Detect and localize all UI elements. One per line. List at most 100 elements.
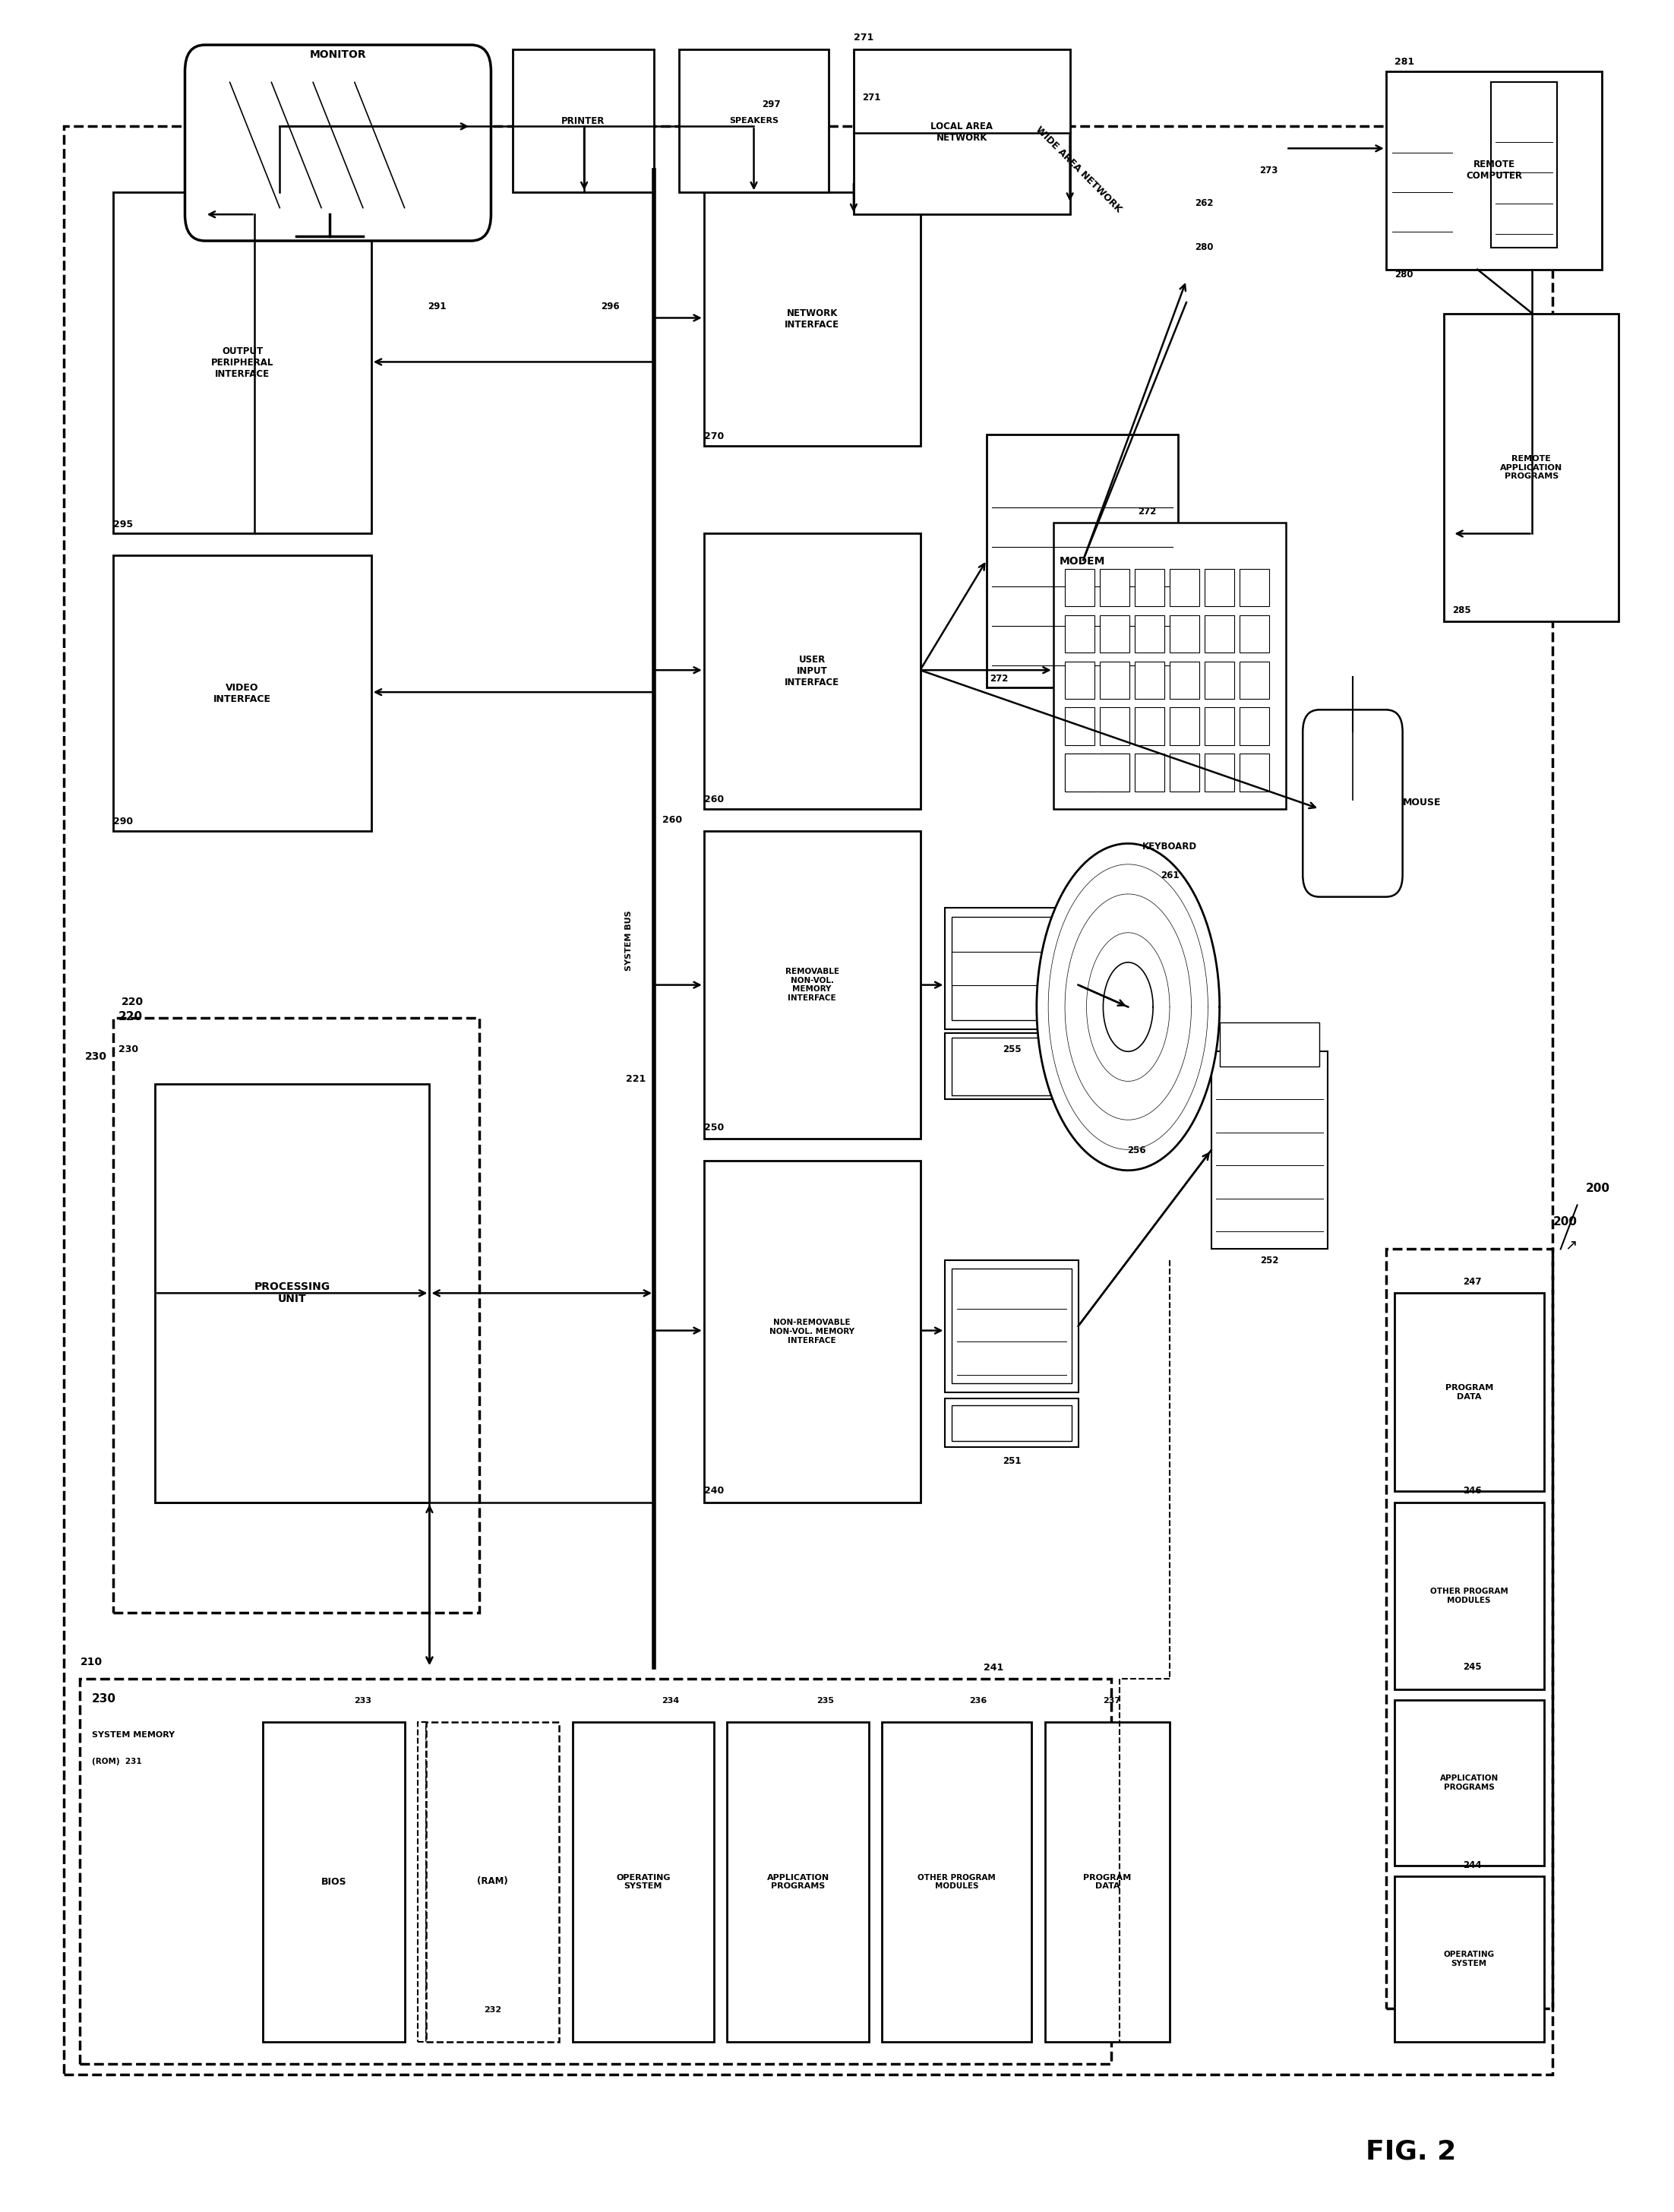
Text: 271: 271: [862, 93, 881, 102]
Text: 250: 250: [705, 1121, 723, 1133]
Text: REMOTE
APPLICATION
PROGRAMS: REMOTE APPLICATION PROGRAMS: [1500, 456, 1562, 480]
Text: 240: 240: [705, 1486, 723, 1495]
Bar: [1135, 568, 1165, 606]
Bar: [1100, 661, 1130, 699]
Text: 261: 261: [1160, 872, 1178, 880]
Bar: [1065, 568, 1095, 606]
Bar: [1053, 522, 1286, 810]
Bar: [1394, 1294, 1543, 1491]
Bar: [946, 1261, 1078, 1391]
FancyBboxPatch shape: [1302, 710, 1403, 896]
Bar: [156, 1084, 430, 1502]
Bar: [1065, 754, 1095, 792]
Bar: [1205, 754, 1234, 792]
Text: 281: 281: [1394, 58, 1415, 66]
Text: 262: 262: [1195, 199, 1214, 208]
Text: SYSTEM MEMORY: SYSTEM MEMORY: [92, 1732, 174, 1739]
Bar: [1170, 754, 1200, 792]
Text: 260: 260: [705, 794, 723, 805]
Text: PROGRAM
DATA: PROGRAM DATA: [1445, 1385, 1493, 1400]
Bar: [114, 192, 372, 533]
Bar: [1220, 1022, 1319, 1066]
Bar: [1135, 754, 1165, 792]
Bar: [1170, 661, 1200, 699]
Text: VIDEO
INTERFACE: VIDEO INTERFACE: [214, 684, 271, 703]
Text: NON-REMOVABLE
NON-VOL. MEMORY
INTERFACE: NON-REMOVABLE NON-VOL. MEMORY INTERFACE: [770, 1318, 855, 1345]
Bar: [1135, 615, 1165, 653]
Text: PRINTER: PRINTER: [561, 115, 604, 126]
Text: 233: 233: [355, 1697, 372, 1705]
Bar: [1386, 71, 1602, 270]
Text: 252: 252: [1261, 1256, 1279, 1265]
Bar: [946, 1398, 1078, 1447]
Bar: [114, 555, 372, 832]
Text: SPEAKERS: SPEAKERS: [730, 117, 778, 124]
Text: OUTPUT
PERIPHERAL
INTERFACE: OUTPUT PERIPHERAL INTERFACE: [211, 347, 273, 378]
Text: SYSTEM BUS: SYSTEM BUS: [626, 911, 633, 971]
Text: APPLICATION
PROGRAMS: APPLICATION PROGRAMS: [767, 1874, 829, 1891]
Text: 230: 230: [119, 1044, 139, 1055]
Text: 251: 251: [1003, 1455, 1021, 1467]
Text: 244: 244: [1463, 1860, 1481, 1869]
Bar: [680, 49, 829, 192]
Text: MODEM: MODEM: [1060, 555, 1105, 566]
Text: 200: 200: [1553, 1217, 1577, 1228]
Bar: [705, 192, 921, 445]
Text: 270: 270: [705, 431, 723, 440]
Bar: [1205, 568, 1234, 606]
Text: 255: 255: [1003, 1044, 1021, 1055]
Text: 200: 200: [1585, 1183, 1610, 1194]
Bar: [418, 1723, 427, 2042]
Bar: [1135, 708, 1165, 745]
Text: 285: 285: [1453, 606, 1471, 615]
Text: PROGRAM
DATA: PROGRAM DATA: [1083, 1874, 1132, 1891]
Text: (RAM): (RAM): [477, 1876, 509, 1887]
Text: BIOS: BIOS: [321, 1878, 347, 1887]
Text: REMOVABLE
NON-VOL.
MEMORY
INTERFACE: REMOVABLE NON-VOL. MEMORY INTERFACE: [785, 969, 839, 1002]
Bar: [705, 1161, 921, 1502]
Bar: [1445, 314, 1619, 622]
Text: 260: 260: [663, 814, 683, 825]
Bar: [953, 1037, 1071, 1095]
Text: 221: 221: [626, 1075, 646, 1084]
Bar: [1239, 615, 1269, 653]
Bar: [1239, 661, 1269, 699]
FancyBboxPatch shape: [184, 44, 490, 241]
Bar: [1100, 615, 1130, 653]
Text: LOCAL AREA
NETWORK: LOCAL AREA NETWORK: [931, 122, 993, 142]
Bar: [705, 533, 921, 810]
Text: REMOTE
COMPUTER: REMOTE COMPUTER: [1466, 159, 1522, 181]
Text: 220: 220: [122, 995, 144, 1006]
Text: 290: 290: [114, 816, 134, 827]
Bar: [1065, 754, 1130, 792]
Bar: [946, 1033, 1078, 1099]
Text: KEYBOARD: KEYBOARD: [1142, 843, 1197, 852]
Bar: [705, 832, 921, 1139]
Bar: [986, 434, 1178, 688]
Bar: [1100, 754, 1130, 792]
Bar: [882, 1723, 1031, 2042]
Text: OPERATING
SYSTEM: OPERATING SYSTEM: [1443, 1951, 1495, 1966]
Bar: [1065, 661, 1095, 699]
Text: 246: 246: [1463, 1486, 1481, 1495]
Text: 247: 247: [1463, 1276, 1481, 1287]
Bar: [1239, 568, 1269, 606]
Bar: [1386, 1250, 1552, 2008]
Text: USER
INPUT
INTERFACE: USER INPUT INTERFACE: [785, 655, 839, 688]
Bar: [512, 49, 655, 192]
Bar: [573, 1723, 713, 2042]
Bar: [1170, 568, 1200, 606]
Text: MONITOR: MONITOR: [310, 49, 367, 60]
Text: 296: 296: [601, 301, 619, 312]
Text: 235: 235: [817, 1697, 834, 1705]
Text: 272: 272: [989, 672, 1008, 684]
Bar: [1205, 708, 1234, 745]
Text: 210: 210: [80, 1657, 102, 1668]
Bar: [1045, 1723, 1170, 2042]
Bar: [1170, 708, 1200, 745]
Text: 280: 280: [1394, 270, 1413, 279]
Bar: [114, 1018, 479, 1613]
Bar: [1135, 661, 1165, 699]
Text: APPLICATION
PROGRAMS: APPLICATION PROGRAMS: [1440, 1774, 1498, 1792]
Bar: [953, 916, 1071, 1020]
